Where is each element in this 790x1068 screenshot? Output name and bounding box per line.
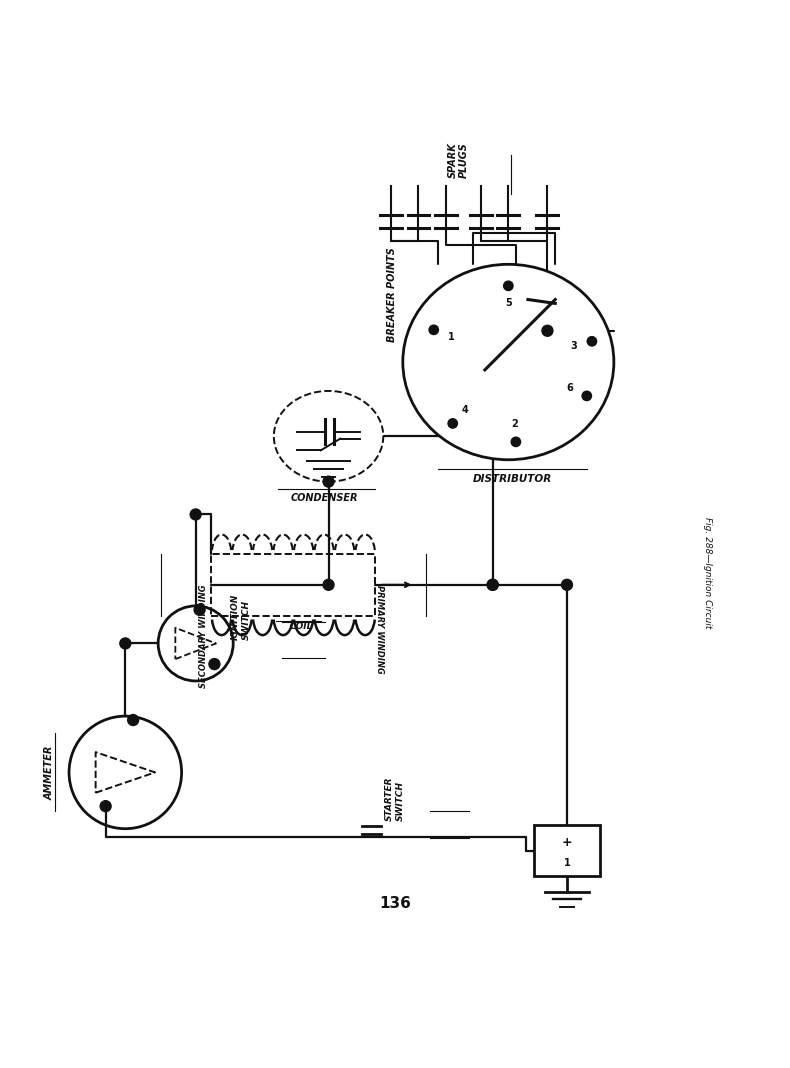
Circle shape [511, 437, 521, 446]
Circle shape [323, 476, 334, 487]
Circle shape [429, 325, 438, 334]
Text: 136: 136 [379, 896, 411, 911]
Text: 1: 1 [563, 859, 570, 868]
Circle shape [120, 638, 131, 649]
Text: IGNITION
SWITCH: IGNITION SWITCH [231, 594, 250, 640]
Text: DISTRIBUTOR: DISTRIBUTOR [472, 474, 552, 484]
Circle shape [487, 579, 498, 591]
Circle shape [562, 579, 573, 591]
Circle shape [194, 604, 205, 615]
Text: PRIMARY WINDING: PRIMARY WINDING [375, 585, 384, 674]
Text: 4: 4 [461, 405, 468, 415]
Circle shape [504, 281, 513, 290]
Circle shape [100, 801, 111, 812]
Bar [534, 826, 600, 876]
Text: AMMETER: AMMETER [44, 745, 55, 800]
Circle shape [128, 714, 138, 725]
Text: 2: 2 [511, 420, 517, 429]
Text: 6: 6 [566, 383, 573, 393]
Circle shape [190, 509, 201, 520]
Circle shape [582, 391, 592, 400]
Text: CONDENSER: CONDENSER [291, 493, 359, 503]
Circle shape [587, 336, 596, 346]
Circle shape [209, 659, 220, 670]
Ellipse shape [274, 391, 383, 482]
Text: +: + [562, 836, 572, 849]
Circle shape [323, 579, 334, 591]
Circle shape [448, 419, 457, 428]
Text: COIL: COIL [289, 623, 313, 631]
Ellipse shape [403, 264, 614, 459]
Text: 5: 5 [505, 298, 512, 309]
Text: 3: 3 [570, 341, 577, 351]
Bar [211, 553, 375, 616]
Text: SECONDARY WINDING: SECONDARY WINDING [199, 585, 208, 689]
Text: 1: 1 [448, 332, 454, 342]
Text: STARTER
SWITCH: STARTER SWITCH [386, 776, 404, 821]
Circle shape [487, 579, 498, 591]
Circle shape [542, 326, 553, 336]
Text: BREAKER POINTS: BREAKER POINTS [387, 248, 397, 343]
Text: Fig. 288—Ignition Circuit: Fig. 288—Ignition Circuit [703, 517, 712, 629]
Text: SPARK
PLUGS: SPARK PLUGS [448, 143, 469, 178]
